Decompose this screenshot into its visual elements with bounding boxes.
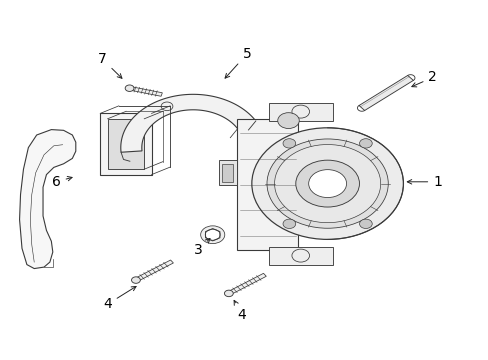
Circle shape [359,139,371,148]
Circle shape [125,85,134,91]
Circle shape [295,160,359,207]
Polygon shape [134,260,173,282]
Circle shape [283,219,295,229]
Circle shape [224,290,233,297]
Text: 3: 3 [193,239,209,257]
Text: 1: 1 [407,175,441,189]
Text: 6: 6 [52,175,72,189]
Circle shape [359,219,371,229]
Bar [218,160,237,185]
Polygon shape [227,273,266,295]
Circle shape [266,139,387,228]
Polygon shape [358,76,412,111]
Bar [222,164,233,182]
Bar [107,119,144,169]
Text: 4: 4 [103,287,136,311]
Circle shape [200,226,224,244]
Polygon shape [20,130,76,269]
Bar [268,103,332,121]
Circle shape [251,128,403,239]
Text: 2: 2 [411,71,436,87]
Circle shape [283,139,295,148]
Polygon shape [129,86,162,96]
Text: 4: 4 [234,300,246,322]
Text: 7: 7 [98,53,122,78]
Bar [100,113,151,175]
Circle shape [308,170,346,198]
Polygon shape [121,94,255,152]
Circle shape [131,277,140,283]
Bar [237,119,298,250]
Circle shape [274,144,380,222]
Circle shape [277,113,299,129]
Bar [268,247,332,265]
Text: 5: 5 [224,47,251,78]
Circle shape [205,229,220,240]
